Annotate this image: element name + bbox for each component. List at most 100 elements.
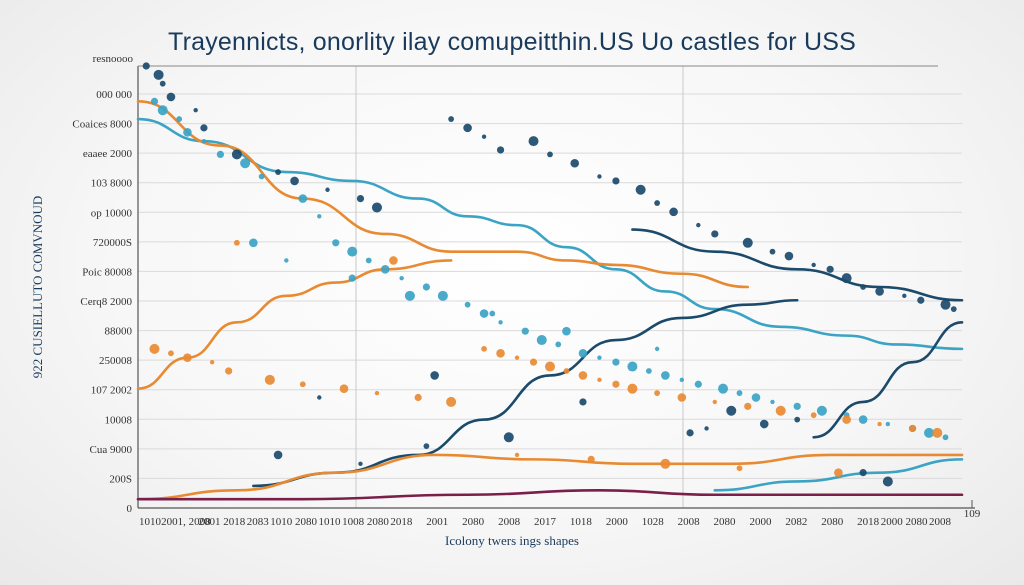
- data-point-navy-scatter: [875, 287, 884, 296]
- y-tick-label: 88000: [105, 326, 133, 338]
- data-point-teal-scatter: [298, 194, 308, 203]
- x-tick-label: 2000: [749, 516, 772, 528]
- data-point-orange-scatter: [514, 355, 520, 360]
- y-tick-label: eaaee 2000: [83, 148, 133, 160]
- data-point-navy-scatter: [356, 195, 365, 203]
- data-point-teal-scatter: [332, 239, 340, 247]
- grid: [138, 66, 962, 509]
- data-point-orange-scatter: [810, 412, 817, 419]
- data-point-teal-scatter: [347, 246, 358, 257]
- data-point-teal-scatter: [365, 257, 372, 264]
- series-line-teal-decline: [136, 117, 964, 351]
- data-point-teal-scatter: [422, 283, 430, 291]
- x-tick-label: 2080: [821, 516, 844, 528]
- x-tick-label: 1010: [139, 516, 162, 528]
- data-point-teal-scatter: [597, 355, 602, 360]
- data-point-navy-scatter: [742, 237, 753, 248]
- right-axis-label: 109: [964, 508, 981, 520]
- data-point-teal-scatter: [942, 434, 949, 441]
- data-point-teal-scatter: [348, 274, 356, 282]
- data-point-teal-scatter: [489, 310, 496, 317]
- data-point-orange-scatter: [183, 353, 192, 363]
- data-point-orange-scatter: [677, 393, 687, 402]
- data-point-orange-scatter: [597, 377, 602, 383]
- data-point-orange-scatter: [654, 390, 661, 396]
- data-point-orange-scatter: [233, 239, 240, 246]
- series-points: [142, 62, 957, 487]
- data-point-navy-scatter: [950, 306, 957, 312]
- y-tick-label: 103 8000: [91, 178, 133, 190]
- data-point-teal-scatter: [736, 390, 743, 396]
- y-tick-label: 250008: [99, 355, 133, 367]
- data-point-teal-scatter: [793, 402, 801, 410]
- y-tick-label: Coaices 8000: [72, 119, 132, 131]
- data-point-navy-scatter: [597, 174, 602, 179]
- x-tick-label: 2001 2018: [198, 516, 245, 528]
- data-point-teal-scatter: [216, 150, 224, 158]
- data-point-orange-scatter: [299, 381, 306, 388]
- data-point-teal-scatter: [645, 368, 652, 374]
- data-point-teal-scatter: [380, 265, 390, 274]
- y-tick-label: Poic 80008: [82, 266, 132, 278]
- x-tick-label: 2018: [857, 516, 880, 528]
- x-tick-label: 2080: [714, 516, 737, 528]
- data-point-orange-scatter: [563, 368, 570, 374]
- data-point-orange-scatter: [578, 371, 588, 380]
- data-point-navy-scatter: [153, 69, 164, 80]
- x-tick-label: 1028: [642, 516, 665, 528]
- data-point-navy-scatter: [325, 187, 330, 192]
- data-point-navy-scatter: [711, 230, 719, 238]
- data-point-teal-scatter: [661, 371, 670, 380]
- data-point-teal-scatter: [858, 415, 868, 424]
- x-tick-label: 1018: [570, 516, 593, 528]
- y-tick-labels: 000 000 Coaices 8000 eaaee 2000 103 8000 op …: [72, 89, 132, 515]
- data-point-orange-scatter: [612, 380, 620, 388]
- data-point-teal-scatter: [183, 128, 192, 137]
- data-point-navy-scatter: [193, 108, 198, 113]
- data-point-navy-scatter: [423, 443, 430, 450]
- data-point-navy-scatter: [784, 251, 794, 261]
- x-tick-label: 2008: [929, 516, 952, 528]
- data-point-navy-scatter: [811, 262, 816, 268]
- data-point-navy-scatter: [769, 248, 776, 255]
- x-tick-label: 2018: [390, 516, 413, 528]
- data-point-navy-scatter: [841, 273, 852, 284]
- corner-label: resnoooo: [93, 53, 134, 65]
- data-point-orange-scatter: [627, 383, 638, 394]
- data-point-teal-scatter: [679, 377, 685, 383]
- data-point-navy-scatter: [448, 116, 455, 122]
- axes: [137, 65, 975, 509]
- series-line-orange-hump: [136, 100, 750, 289]
- x-tick-label: 1010 2080: [270, 516, 317, 528]
- data-point-orange-scatter: [736, 465, 743, 472]
- data-point-navy-scatter: [481, 134, 487, 139]
- data-point-navy-scatter: [704, 426, 709, 431]
- data-point-navy-scatter: [654, 200, 661, 206]
- x-tick-label: 2008: [678, 516, 701, 528]
- data-point-navy-scatter: [759, 419, 769, 429]
- data-point-navy-scatter: [430, 371, 439, 380]
- data-point-teal-scatter: [404, 290, 415, 301]
- x-tick-label: 2000: [606, 516, 629, 528]
- data-point-orange-scatter: [712, 399, 717, 405]
- data-point-teal-scatter: [694, 380, 702, 388]
- x-tick-label: 2082: [785, 516, 807, 528]
- data-point-orange-scatter: [389, 256, 398, 265]
- series-lines: [136, 100, 964, 501]
- series-line-teal-low-rise: [713, 458, 964, 492]
- data-point-orange-scatter: [374, 390, 380, 396]
- data-point-navy-scatter: [917, 296, 925, 304]
- series-line-navy-late-rise: [812, 321, 964, 439]
- y-tick-label: 000 000: [96, 89, 132, 101]
- data-point-navy-scatter: [635, 184, 646, 195]
- y-tick-label: Cua 9000: [90, 444, 133, 456]
- data-point-teal-scatter: [885, 421, 891, 427]
- x-tick-label: 2001: [426, 516, 448, 528]
- data-point-orange-scatter: [481, 345, 487, 352]
- data-point-teal-scatter: [479, 309, 489, 318]
- x-tick-label: 2000 2080: [881, 516, 928, 528]
- data-point-teal-scatter: [201, 138, 207, 144]
- data-point-orange-scatter: [514, 452, 520, 458]
- data-point-teal-scatter: [627, 361, 638, 372]
